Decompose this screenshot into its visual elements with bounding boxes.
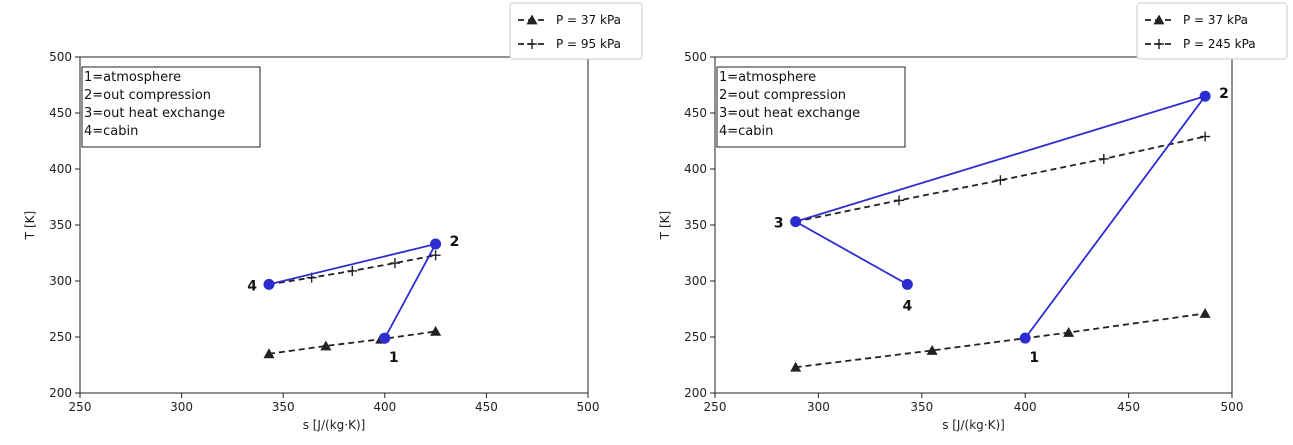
y-axis-label: T [K] <box>23 211 37 240</box>
data-point <box>894 195 905 206</box>
x-axis-label: s [J/(kg·K)] <box>303 418 366 432</box>
point-label: 1 <box>1029 350 1039 366</box>
y-tick-label: 450 <box>49 106 72 120</box>
data-point <box>790 216 802 228</box>
data-point <box>1199 307 1211 318</box>
legend-marker <box>527 39 537 49</box>
point-label: 2 <box>1219 86 1229 102</box>
series-line <box>268 330 436 355</box>
x-tick-label: 400 <box>1014 400 1037 414</box>
data-point <box>1098 153 1109 164</box>
legend-marker <box>1154 39 1164 49</box>
series-1 <box>263 325 442 359</box>
chart-1: 250 300 350 400 450 500200250300350400450500s… <box>23 2 643 432</box>
annotation-line: 2=out compression <box>719 88 846 103</box>
series-3 <box>263 238 442 344</box>
x-tick-label: 500 <box>1221 400 1244 414</box>
point-label: 2 <box>450 234 460 250</box>
y-tick-label: 400 <box>684 162 707 176</box>
y-tick-label: 350 <box>49 218 72 232</box>
data-point <box>901 278 913 290</box>
data-point <box>1063 327 1075 337</box>
annotation-box <box>716 66 906 148</box>
y-tick-label: 250 <box>684 330 707 344</box>
legend-entry: P = 245 kPa <box>1183 37 1256 51</box>
data-point <box>347 265 358 276</box>
y-tick-label: 200 <box>49 386 72 400</box>
data-point <box>1199 90 1211 102</box>
series-line <box>793 94 1208 339</box>
point-label: 1 <box>389 350 399 366</box>
y-tick-label: 300 <box>49 274 72 288</box>
x-tick-label: 350 <box>910 400 933 414</box>
data-point <box>926 344 938 355</box>
data-point <box>430 325 442 336</box>
chart-2: 250 300 350 400 450 500200250300350400450500s… <box>658 2 1288 432</box>
series-line <box>795 312 1206 369</box>
data-point <box>263 348 275 359</box>
data-point <box>430 250 441 261</box>
data-point <box>320 340 332 351</box>
legend-entry: P = 37 kPa <box>1183 13 1248 27</box>
x-tick-label: 250 <box>69 400 92 414</box>
series-line <box>268 242 438 339</box>
annotation-line: 3=out heat exchange <box>719 106 860 121</box>
data-point <box>1019 332 1031 344</box>
y-tick-label: 250 <box>49 330 72 344</box>
legend-box <box>1136 2 1288 60</box>
x-tick-label: 250 <box>704 400 727 414</box>
x-tick-label: 500 <box>577 400 600 414</box>
y-tick-label: 450 <box>684 106 707 120</box>
series-line <box>795 135 1206 223</box>
y-tick-label: 500 <box>684 50 707 64</box>
x-tick-label: 350 <box>272 400 295 414</box>
y-tick-label: 500 <box>49 50 72 64</box>
data-point <box>263 278 275 290</box>
annotation-line: 3=out heat exchange <box>84 106 225 121</box>
data-point <box>389 258 400 269</box>
point-label: 3 <box>774 216 784 232</box>
point-label: 4 <box>247 278 257 294</box>
series-3 <box>790 90 1211 344</box>
legend-marker <box>526 14 538 25</box>
annotation-line: 1=atmosphere <box>719 70 816 85</box>
x-tick-label: 450 <box>1117 400 1140 414</box>
y-axis-label: T [K] <box>658 211 672 240</box>
data-point <box>790 361 802 372</box>
annotation-line: 4=cabin <box>719 124 773 139</box>
x-axis-label: s [J/(kg·K)] <box>942 418 1005 432</box>
legend-entry: P = 37 kPa <box>556 13 621 27</box>
y-tick-label: 300 <box>684 274 707 288</box>
y-tick-label: 400 <box>49 162 72 176</box>
x-tick-label: 450 <box>475 400 498 414</box>
legend-box <box>509 2 643 60</box>
annotation-line: 4=cabin <box>84 124 138 139</box>
annotation-line: 2=out compression <box>84 88 211 103</box>
x-tick-label: 300 <box>807 400 830 414</box>
annotation-box <box>81 66 261 148</box>
legend-entry: P = 95 kPa <box>556 37 621 51</box>
data-point <box>995 175 1006 186</box>
annotation-line: 1=atmosphere <box>84 70 181 85</box>
point-label: 4 <box>902 298 912 314</box>
legend-marker <box>1153 14 1165 25</box>
y-tick-label: 350 <box>684 218 707 232</box>
data-point <box>379 332 391 344</box>
series-1 <box>790 307 1211 372</box>
x-tick-label: 300 <box>170 400 193 414</box>
y-tick-label: 200 <box>684 386 707 400</box>
data-point <box>1200 131 1211 142</box>
data-point <box>430 238 442 250</box>
x-tick-label: 400 <box>373 400 396 414</box>
